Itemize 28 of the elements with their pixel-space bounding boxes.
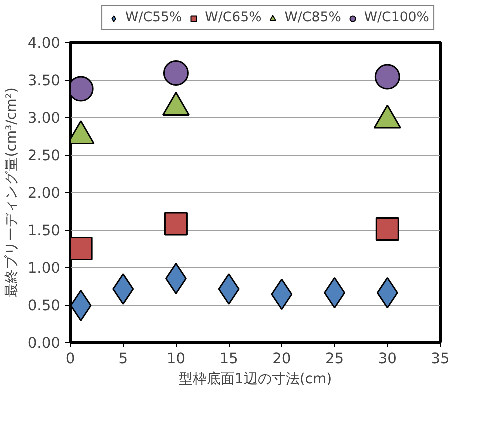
- y-tick-label: 1.00: [28, 260, 61, 277]
- y-tick-label: 4.00: [28, 35, 61, 52]
- x-tick-label: 35: [431, 350, 450, 368]
- legend-label: W/C65%: [205, 10, 262, 26]
- y-tick-label: 3.50: [28, 72, 61, 90]
- y-tick-label: 3.00: [28, 110, 61, 127]
- point: [164, 212, 188, 236]
- x-tick-label: 15: [220, 350, 238, 368]
- legend-label: W/C100%: [364, 10, 430, 26]
- y-tick-label: 2.00: [28, 185, 61, 202]
- x-tick-label: 5: [118, 350, 128, 368]
- x-tick-label: 0: [66, 350, 76, 368]
- x-tick-label: 25: [325, 350, 344, 368]
- y-tick-label: 1.50: [28, 222, 61, 240]
- y-axis-title: 最終ブリーディング量(cm³/cm²): [4, 88, 20, 298]
- point: [163, 60, 189, 86]
- y-tick-label: 2.50: [28, 148, 61, 164]
- x-axis-title: 型枠底面1辺の寸法(cm): [178, 372, 332, 388]
- x-tick-label: 30: [378, 350, 397, 368]
- point: [376, 218, 400, 241]
- legend-label: W/C55%: [126, 10, 182, 26]
- x-tick-label: 20: [272, 350, 292, 368]
- legend-label: W/C85%: [284, 10, 342, 26]
- y-tick-label: 0.50: [28, 298, 61, 314]
- y-tick-label: 0.00: [28, 335, 61, 352]
- point: [374, 64, 400, 90]
- x-tick-label: 10: [166, 350, 186, 368]
- point: [70, 237, 93, 260]
